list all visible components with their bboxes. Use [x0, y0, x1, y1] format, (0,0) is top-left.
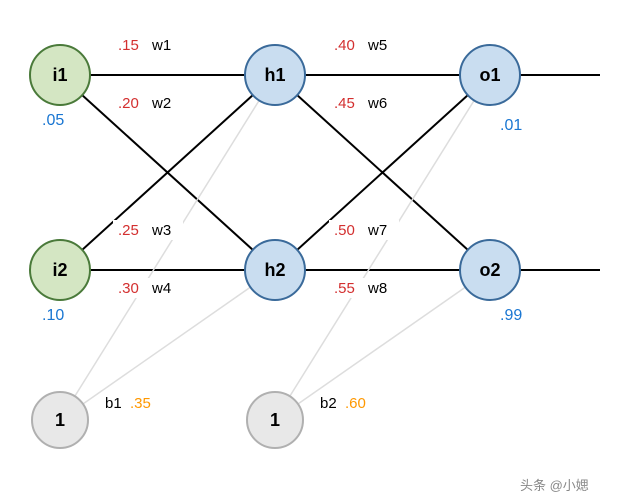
weight-value-w8: .55: [334, 280, 355, 297]
node-label-h1: h1: [264, 65, 285, 85]
node-value-o1: .01: [500, 117, 522, 134]
weight-name-w8: w8: [367, 280, 387, 297]
node-label-b2: 1: [270, 410, 280, 430]
node-value-i1: .05: [42, 112, 64, 129]
watermark: 头条 @小媤: [520, 478, 589, 493]
node-label-h2: h2: [264, 260, 285, 280]
weight-name-w4: w4: [151, 280, 171, 297]
node-label-i2: i2: [52, 260, 67, 280]
weight-value-w6: .45: [334, 95, 355, 112]
node-label-o2: o2: [479, 260, 500, 280]
bias-value-b1: .35: [130, 395, 151, 412]
node-label-b1: 1: [55, 410, 65, 430]
node-label-i1: i1: [52, 65, 67, 85]
neural-network-diagram: .15 w1 .20 w2 .25 w3 .30 w4 .40 w5 .45 w6 .50 w7 .55 w8…: [0, 0, 640, 501]
node-value-o2: .99: [500, 307, 522, 324]
node-value-i2: .10: [42, 307, 64, 324]
weight-value-w5: .40: [334, 37, 355, 54]
weight-value-w2: .20: [118, 95, 139, 112]
weight-name-w6: w6: [367, 95, 387, 112]
weight-name-w2: w2: [151, 95, 171, 112]
bias-value-b2: .60: [345, 395, 366, 412]
node-label-o1: o1: [479, 65, 500, 85]
weight-name-w1: w1: [151, 37, 171, 54]
weight-value-w4: .30: [118, 280, 139, 297]
weight-value-w1: .15: [118, 37, 139, 54]
bias-name-b2: b2: [320, 395, 337, 412]
weight-value-w7: .50: [334, 222, 355, 239]
weight-name-w5: w5: [367, 37, 387, 54]
weight-name-w7: w7: [367, 222, 387, 239]
weight-name-w3: w3: [151, 222, 171, 239]
bias-name-b1: b1: [105, 395, 122, 412]
weight-value-w3: .25: [118, 222, 139, 239]
